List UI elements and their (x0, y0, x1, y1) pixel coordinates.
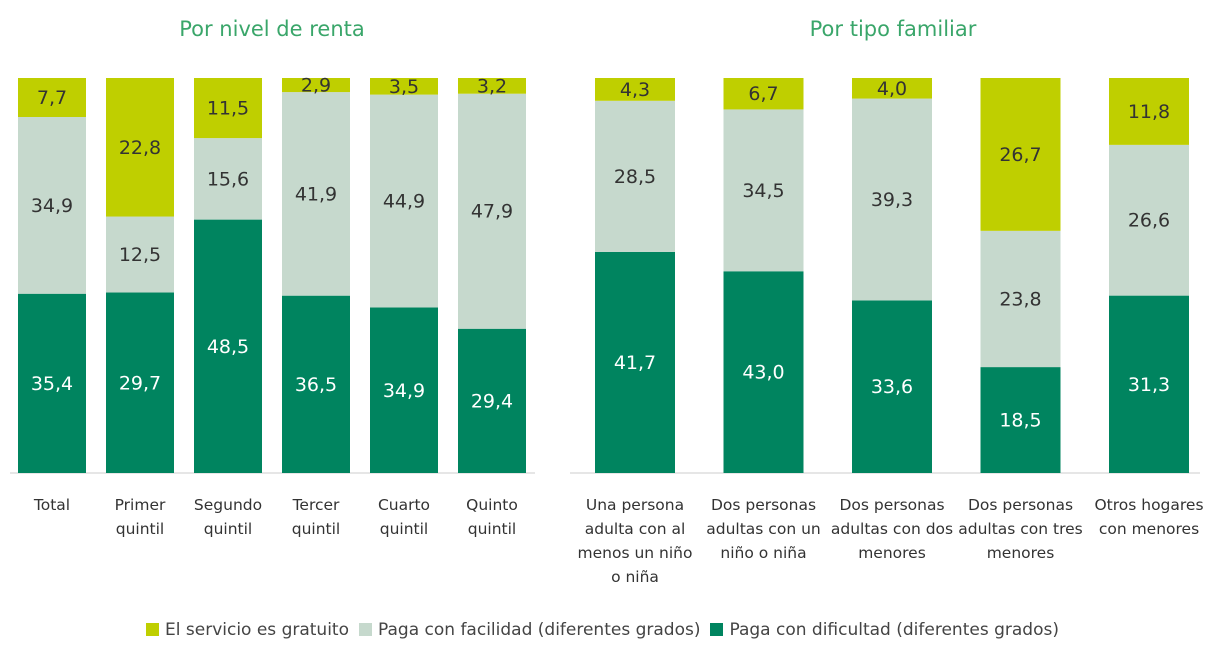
value-label: 47,9 (471, 201, 513, 223)
value-label: 29,7 (119, 372, 161, 394)
legend-swatch (359, 623, 372, 636)
bar-segment (106, 292, 174, 473)
bar-segment (458, 328, 526, 473)
value-label: 7,7 (37, 87, 67, 109)
value-label: 43,0 (742, 362, 784, 384)
bar-segment (980, 78, 1061, 231)
value-label: 34,9 (31, 195, 73, 217)
x-tick-label: Segundo quintil (193, 496, 263, 538)
legend-swatch (710, 623, 724, 636)
bar-segment (852, 78, 932, 99)
legend-label: El servicio es gratuito (165, 620, 349, 640)
value-label: 44,9 (383, 191, 425, 213)
bar-segment (370, 78, 438, 95)
bar-segment (282, 78, 350, 93)
bar-segment (458, 78, 526, 94)
value-label: 48,5 (207, 336, 249, 358)
x-tick-label: Otros hogares con menores (1094, 496, 1204, 538)
bar-segment (852, 98, 932, 301)
value-label: 2,9 (301, 75, 331, 97)
value-label: 3,5 (389, 76, 419, 98)
bar-segment (370, 307, 438, 473)
bar-segment (18, 293, 86, 473)
legend-label: Paga con dificultad (diferentes grados) (729, 620, 1059, 640)
legend-item: El servicio es gratuito (146, 620, 349, 640)
bar-segment (595, 78, 675, 101)
legend-swatch (146, 623, 160, 636)
bar-segment (595, 100, 675, 252)
value-label: 26,7 (999, 144, 1041, 166)
legend: El servicio es gratuito Paga con facilida… (0, 620, 1205, 640)
bar-segment (194, 78, 262, 139)
bar-segment (1109, 295, 1189, 473)
bar-segment (106, 78, 174, 217)
x-tick-label: Total (33, 496, 71, 514)
x-tick-label: Dos personas adultas con dos menores (830, 496, 954, 562)
x-tick-label: Quinto quintil (466, 496, 518, 538)
value-label: 23,8 (999, 288, 1041, 310)
bar-segment (1109, 144, 1189, 296)
bar-segment (282, 295, 350, 473)
value-label: 4,3 (620, 79, 650, 101)
bar-segment (370, 94, 438, 308)
x-tick-label: Cuarto quintil (377, 496, 431, 538)
bar-segment (458, 93, 526, 329)
bar-segment (1109, 78, 1189, 145)
x-tick-label: Dos personas adultas con tres menores (958, 496, 1083, 562)
bar-segment (723, 109, 804, 272)
value-label: 6,7 (748, 83, 778, 105)
legend-item: Paga con dificultad (diferentes grados) (710, 620, 1059, 640)
value-label: 22,8 (119, 137, 161, 159)
value-label: 29,4 (471, 390, 513, 412)
bar-segment (980, 230, 1061, 368)
chart-title: Por nivel de renta (179, 17, 365, 41)
x-tick-label: Dos personas adultas con un niño o niña (706, 496, 821, 562)
bar-segment (282, 92, 350, 296)
value-label: 34,9 (383, 380, 425, 402)
value-label: 18,5 (999, 410, 1041, 432)
value-label: 41,9 (295, 183, 337, 205)
value-label: 34,5 (742, 180, 784, 202)
value-label: 26,6 (1128, 210, 1170, 232)
value-label: 31,3 (1128, 374, 1170, 396)
legend-label: Paga con facilidad (diferentes grados) (378, 620, 701, 640)
chart-title: Por tipo familiar (810, 17, 977, 41)
value-label: 12,5 (119, 244, 161, 266)
value-label: 36,5 (295, 374, 337, 396)
bar-segment (18, 78, 86, 117)
bar-segment (595, 251, 675, 473)
bar-segment (723, 271, 804, 473)
bar-segment (194, 138, 262, 220)
value-label: 3,2 (477, 75, 507, 97)
bar-segment (106, 216, 174, 293)
x-tick-label: Primer quintil (114, 496, 166, 538)
value-label: 33,6 (871, 376, 913, 398)
legend-item: Paga con facilidad (diferentes grados) (359, 620, 700, 640)
x-tick-label: Tercer quintil (291, 496, 341, 538)
value-label: 35,4 (31, 373, 73, 395)
value-label: 41,7 (614, 352, 656, 374)
x-tick-label: Una persona adulta con al menos un niño … (577, 496, 693, 586)
value-label: 28,5 (614, 166, 656, 188)
bar-segment (980, 367, 1061, 473)
bar-segment (18, 116, 86, 294)
value-label: 15,6 (207, 168, 249, 190)
value-label: 11,8 (1128, 101, 1170, 123)
bar-segment (852, 300, 932, 473)
value-label: 11,5 (207, 98, 249, 120)
value-label: 4,0 (877, 78, 907, 100)
bar-segment (194, 219, 262, 473)
value-label: 39,3 (871, 189, 913, 211)
bar-segment (723, 78, 804, 110)
